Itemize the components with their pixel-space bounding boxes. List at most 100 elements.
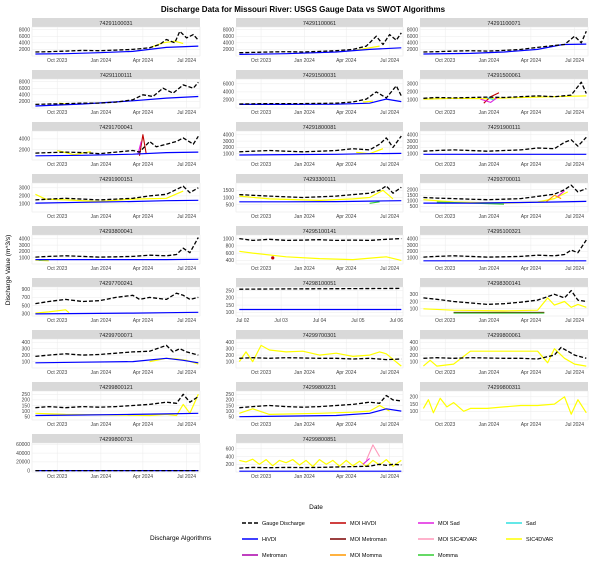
x-tick-label: Jan 2024 <box>479 370 500 376</box>
y-tick-label: 4000 <box>407 133 418 139</box>
legend-entry: Momma <box>438 553 459 559</box>
x-tick-label: Oct 2023 <box>251 214 272 220</box>
x-tick-label: Apr 2024 <box>336 370 357 376</box>
x-tick-label: Jul 04 <box>313 318 327 324</box>
y-tick-label: 4000 <box>19 237 30 243</box>
x-tick-label: Oct 2023 <box>251 110 272 116</box>
y-tick-label: 3000 <box>407 139 418 145</box>
x-tick-label: Jul 2024 <box>380 214 399 220</box>
y-tick-label: 4000 <box>407 41 418 47</box>
y-tick-label: 1000 <box>223 151 234 157</box>
y-tick-label: 300 <box>22 346 31 352</box>
panel-title: 74293800041 <box>99 229 133 235</box>
x-tick-label: Jan 2024 <box>294 474 315 480</box>
y-tick-label: 200 <box>410 299 419 305</box>
y-tick-label: 100 <box>410 307 419 313</box>
x-tick-label: Oct 2023 <box>435 58 456 64</box>
y-tick-label: 2000 <box>223 98 234 104</box>
panel-title: 74291100071 <box>487 21 520 27</box>
x-tick-label: Apr 2024 <box>133 110 154 116</box>
x-tick-label: Jul 2024 <box>177 266 196 272</box>
x-tick-label: Jul 2024 <box>380 474 399 480</box>
y-tick-label: 300 <box>410 346 419 352</box>
x-tick-label: Apr 2024 <box>521 162 542 168</box>
x-tick-label: Jan 2024 <box>294 162 315 168</box>
x-tick-label: Jul 2024 <box>380 422 399 428</box>
x-tick-label: Jul 2024 <box>565 110 584 116</box>
y-tick-label: 200 <box>410 353 419 359</box>
x-tick-label: Apr 2024 <box>133 474 154 480</box>
y-tick-label: 6000 <box>407 34 418 40</box>
x-tick-label: Apr 2024 <box>521 422 542 428</box>
y-tick-label: 400 <box>226 258 235 264</box>
y-tick-label: 300 <box>410 292 419 298</box>
y-tick-label: 400 <box>22 340 31 346</box>
y-tick-label: 4000 <box>223 90 234 96</box>
x-tick-label: Jul 2024 <box>177 318 196 324</box>
y-tick-label: 300 <box>22 312 31 318</box>
y-tick-label: 20000 <box>16 460 30 466</box>
x-tick-label: Oct 2023 <box>47 370 68 376</box>
y-tick-label: 200 <box>226 462 235 468</box>
x-tick-label: Oct 2023 <box>47 266 68 272</box>
y-tick-label: 2000 <box>19 99 30 105</box>
y-tick-label: 1000 <box>19 255 30 261</box>
x-tick-label: Apr 2024 <box>521 110 542 116</box>
y-tick-label: 500 <box>226 203 235 209</box>
x-tick-label: Jan 2024 <box>294 266 315 272</box>
x-tick-label: Oct 2023 <box>435 110 456 116</box>
x-tick-label: Oct 2023 <box>47 422 68 428</box>
x-tick-label: Apr 2024 <box>336 162 357 168</box>
x-tick-label: Jul 02 <box>236 318 250 324</box>
x-tick-label: Jan 2024 <box>91 110 112 116</box>
x-tick-label: Jan 2024 <box>294 370 315 376</box>
x-tick-label: Jan 2024 <box>479 58 500 64</box>
y-tick-label: 200 <box>410 395 419 401</box>
y-tick-label: 3000 <box>19 186 30 192</box>
y-tick-label: 500 <box>410 204 419 210</box>
panel-title: 74299700301 <box>303 333 337 339</box>
y-tick-label: 200 <box>226 296 235 302</box>
y-tick-label: 50 <box>24 414 30 420</box>
panel-title: 74291700041 <box>99 125 133 131</box>
panel-title: 74291900111 <box>488 125 521 131</box>
x-tick-label: Apr 2024 <box>521 370 542 376</box>
x-axis-label: Date <box>309 504 323 511</box>
x-tick-label: Oct 2023 <box>47 214 68 220</box>
panel-title: 74298300141 <box>487 281 521 287</box>
y-tick-label: 6000 <box>19 86 30 92</box>
panel-title: 74291100061 <box>303 21 336 27</box>
x-tick-label: Jul 2024 <box>565 370 584 376</box>
legend-entry: Metroman <box>262 553 287 559</box>
y-tick-label: 800 <box>226 244 235 250</box>
y-tick-label: 900 <box>22 287 31 293</box>
y-tick-label: 6000 <box>19 34 30 40</box>
x-tick-label: Jan 2024 <box>294 422 315 428</box>
x-tick-label: Apr 2024 <box>521 214 542 220</box>
x-tick-label: Oct 2023 <box>47 162 68 168</box>
y-tick-label: 3000 <box>407 243 418 249</box>
legend-entry: SIC4DVAR <box>526 537 553 543</box>
x-tick-label: Jul 05 <box>351 318 365 324</box>
x-tick-label: Jul 2024 <box>565 422 584 428</box>
y-tick-label: 1500 <box>223 188 234 194</box>
y-tick-label: 2000 <box>407 90 418 96</box>
chart-title: Discharge Data for Missouri River: USGS … <box>161 5 446 14</box>
x-tick-label: Oct 2023 <box>435 266 456 272</box>
y-tick-label: 150 <box>226 403 235 409</box>
legend-entry: MOI Sad <box>438 521 460 527</box>
y-tick-label: 1000 <box>407 151 418 157</box>
y-tick-label: 4000 <box>223 41 234 47</box>
y-tick-label: 150 <box>410 402 419 408</box>
x-tick-label: Jan 2024 <box>91 214 112 220</box>
y-tick-label: 8000 <box>223 27 234 33</box>
